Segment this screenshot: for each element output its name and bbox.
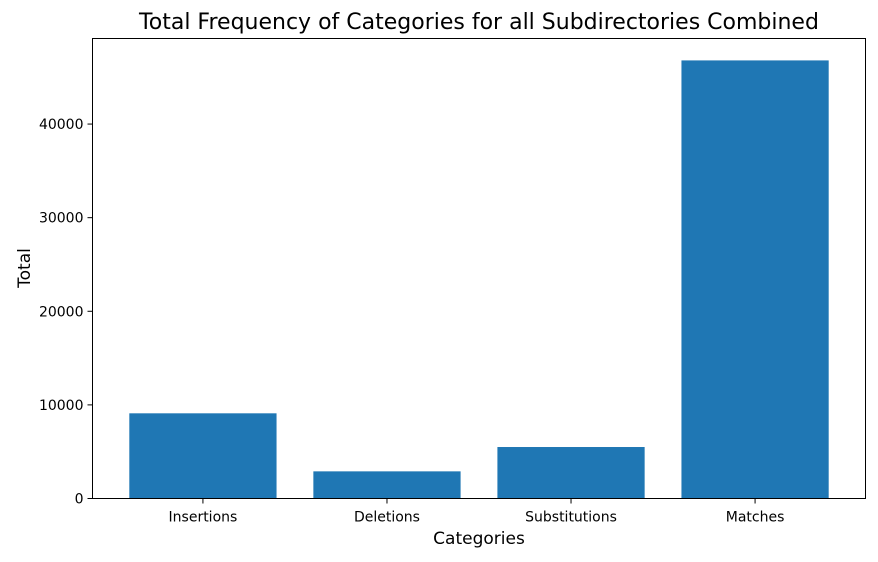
x-axis-ticks: Insertions Deletions Substitutions Matches [169, 498, 785, 526]
y-tick-label: 10000 [39, 398, 84, 414]
x-axis-label: Categories [433, 529, 525, 549]
y-tick-label: 20000 [39, 304, 84, 320]
x-tick-label: Substitutions [525, 510, 617, 526]
x-tick-label: Insertions [169, 510, 238, 526]
y-tick-label: 40000 [39, 117, 84, 133]
bars-group [129, 60, 829, 499]
bar-insertions [129, 413, 277, 499]
y-axis-label: Total [15, 248, 35, 289]
y-tick-label: 0 [75, 492, 84, 508]
bar-deletions [313, 471, 461, 499]
bar-substitutions [497, 447, 645, 499]
chart-title: Total Frequency of Categories for all Su… [138, 10, 819, 35]
plot-frame [92, 38, 866, 499]
y-axis-ticks: 0 10000 20000 30000 40000 [39, 117, 93, 508]
y-tick-label: 30000 [39, 211, 84, 227]
x-tick-label: Matches [726, 510, 785, 526]
bar-matches [681, 60, 829, 499]
x-tick-label: Deletions [354, 510, 420, 526]
